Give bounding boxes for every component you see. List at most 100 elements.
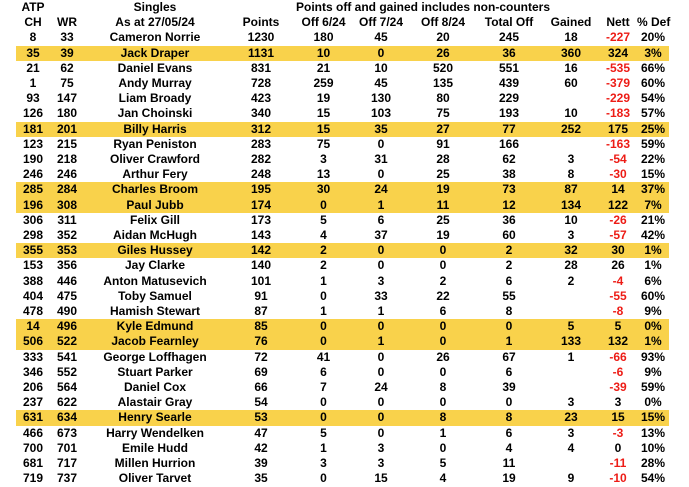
cell-ch: 123 (22, 136, 44, 151)
cell-wr: 541 (56, 349, 78, 364)
cell-off-8-24: 20 (436, 30, 450, 45)
cell-points: 248 (250, 167, 272, 182)
cell-off-8-24: 27 (411, 121, 475, 137)
atp-label: ATP (21, 0, 45, 14)
cell-total-off: 245 (498, 30, 520, 45)
cell-wr: 218 (56, 152, 78, 167)
col-header-points: Points (242, 15, 280, 30)
cell-ch: 14 (16, 319, 50, 335)
empty-cell (543, 0, 599, 15)
table-row: 355 353 Giles Hussey 142 2 0 0 2 32 30 1% (0, 243, 689, 259)
cell-off-6-24: 0 (296, 197, 351, 213)
cell-nett: 5 (599, 319, 638, 335)
left-margin-spacer (0, 319, 16, 335)
table-row: 298 352 Aidan McHugh 143 4 37 19 60 3 -57 42% (0, 228, 689, 244)
cell-off-6-24: 0 (296, 334, 351, 350)
cell-off-8-24: 25 (436, 212, 450, 227)
cell-player-name: Toby Samuel (118, 288, 192, 303)
left-margin-spacer (0, 304, 16, 320)
cell-off-7-24: 130 (370, 91, 392, 106)
cell-off-8-24: 8 (411, 410, 475, 426)
cell-gained: 3 (567, 425, 575, 440)
cell-pct-def: 59% (641, 380, 666, 395)
cell-off-6-24: 2 (296, 243, 351, 259)
table-body: 8 33 Cameron Norrie 1230 180 45 20 245 18 -227 20%… (0, 30, 689, 487)
cell-ch: 346 (22, 364, 44, 379)
cell-total-off: 0 (505, 395, 513, 410)
left-margin-spacer (0, 0, 16, 16)
cell-gained: 23 (543, 410, 600, 426)
cell-ch: 8 (29, 30, 37, 45)
cell-player-name: Arthur Fery (122, 167, 188, 182)
cell-player-name: Aidan McHugh (113, 228, 197, 243)
cell-pct-def: 93% (641, 349, 666, 364)
cell-off-6-24: 6 (320, 364, 327, 379)
cell-points: 54 (254, 395, 268, 410)
cell-wr: 622 (56, 395, 78, 410)
cell-wr: 737 (56, 471, 78, 486)
cell-ch: 719 (22, 471, 44, 486)
cell-nett: -30 (609, 167, 627, 182)
cell-nett: -10 (609, 471, 627, 486)
cell-nett: -3 (612, 425, 624, 440)
cell-pct-def: 37% (637, 182, 670, 198)
cell-pct-def: 54% (641, 471, 666, 486)
cell-nett: -379 (606, 76, 631, 91)
table-row: 333 541 George Loffhagen 72 41 0 26 67 1 -66 93% (0, 349, 689, 365)
cell-gained: 10 (564, 212, 578, 227)
right-margin-spacer (669, 167, 689, 183)
table-row: 35 39 Jack Draper 1131 10 0 26 36 360 324 3% (0, 45, 689, 61)
cell-ch: 333 (22, 349, 44, 364)
cell-wr: 673 (56, 425, 78, 440)
right-margin-spacer (669, 228, 689, 244)
cell-points: 174 (226, 197, 296, 213)
cell-off-6-24: 19 (316, 91, 331, 106)
cell-wr: 446 (56, 273, 78, 288)
col-header-off-6-24: Off 6/24 (301, 15, 346, 30)
cell-off-8-24: 26 (411, 45, 475, 61)
left-margin-spacer (0, 425, 16, 441)
cell-pct-def: 15% (637, 410, 670, 426)
column-header-row: CH WR As at 27/05/24 Points Off 6/24 Off… (0, 15, 689, 31)
cell-points: 340 (250, 106, 272, 121)
right-margin-spacer (669, 45, 689, 61)
cell-ch: 237 (22, 395, 44, 410)
cell-total-off: 4 (505, 440, 513, 455)
cell-total-off: 55 (502, 288, 516, 303)
cell-total-off: 229 (498, 91, 520, 106)
cell-gained: 360 (543, 45, 600, 61)
col-header-off-8-24: Off 8/24 (420, 15, 465, 30)
cell-player-name: Billy Harris (84, 121, 226, 137)
table-row: 123 215 Ryan Peniston 283 75 0 91 166 -163 59% (0, 136, 689, 153)
cell-pct-def: 0% (637, 319, 670, 335)
cell-off-8-24: 28 (436, 152, 450, 167)
right-margin-spacer (669, 273, 689, 289)
cell-player-name: Jack Draper (84, 45, 226, 61)
cell-pct-def: 21% (641, 212, 666, 227)
table-row: 181 201 Billy Harris 312 15 35 27 77 252 175 25% (0, 121, 689, 137)
cell-off-6-24: 15 (296, 121, 351, 137)
right-margin-spacer (669, 30, 689, 46)
right-margin-spacer (669, 410, 689, 426)
cell-gained (543, 137, 599, 152)
cell-player-name: Jay Clarke (124, 258, 186, 273)
cell-points: 42 (254, 440, 268, 455)
cell-total-off: 36 (475, 45, 544, 61)
col-header-pct-def: % Def (637, 15, 671, 30)
table-row: 478 490 Hamish Stewart 87 1 1 6 8 -8 9% (0, 304, 689, 320)
cell-gained (543, 380, 599, 395)
cell-off-6-24: 2 (320, 258, 327, 273)
title-row: ATP Singles Points off and gained includ… (0, 0, 689, 16)
cell-off-6-24: 41 (316, 349, 331, 364)
cell-gained (543, 289, 599, 304)
cell-pct-def: 60% (641, 288, 666, 303)
left-margin-spacer (0, 273, 16, 289)
empty-cell (226, 0, 296, 15)
cell-off-8-24: 11 (411, 197, 475, 213)
cell-nett: 30 (599, 243, 638, 259)
cell-pct-def: 1% (644, 258, 662, 273)
cell-points: 140 (250, 258, 272, 273)
col-header-gained: Gained (550, 15, 592, 30)
cell-gained: 87 (543, 182, 600, 198)
left-margin-spacer (0, 91, 16, 107)
